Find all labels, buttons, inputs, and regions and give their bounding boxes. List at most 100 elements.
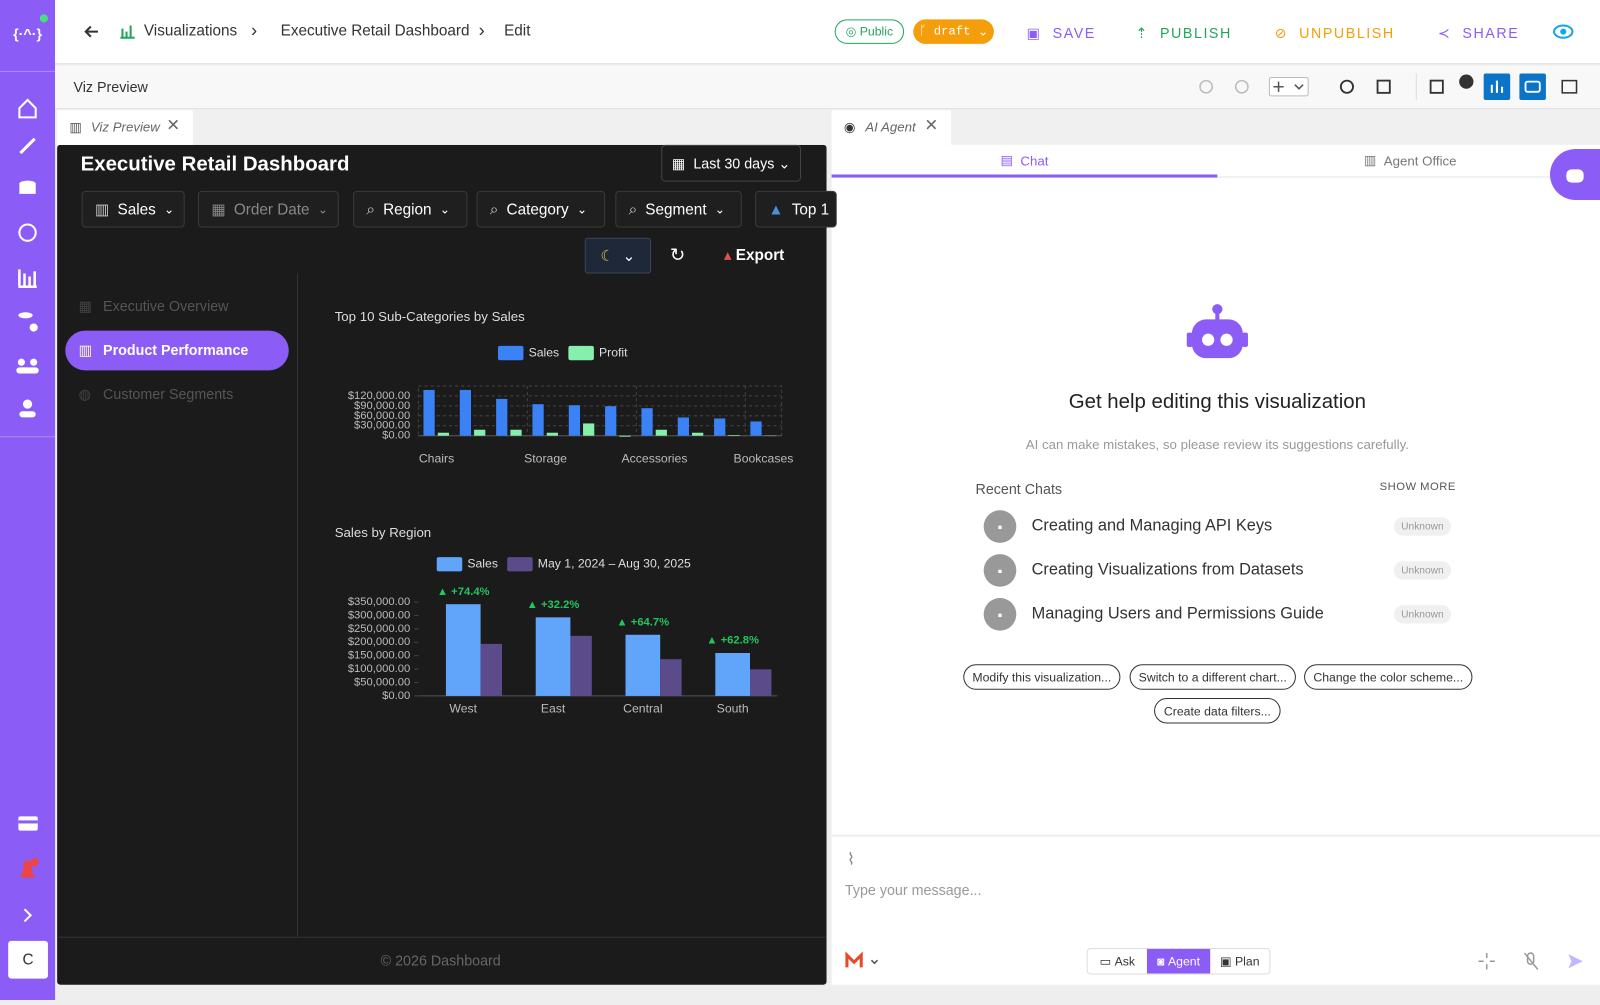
dashboard-footer: © 2026 Dashboard: [381, 953, 501, 967]
archive[interactable]: [1562, 81, 1576, 93]
suggestion-chip[interactable]: Switch to a different chart...: [1130, 664, 1296, 690]
attach-button[interactable]: ⌇: [847, 852, 855, 868]
breadcrumb-link[interactable]: Executive Retail Dashboard: [281, 23, 470, 38]
chart-icon[interactable]: [18, 269, 36, 286]
filter-button[interactable]: ▦Order Date⌄: [198, 191, 339, 228]
filter-label: Region: [383, 201, 432, 218]
model-icon: [847, 955, 861, 967]
chat-title[interactable]: Managing Users and Permissions Guide: [1032, 606, 1324, 622]
public-badge[interactable]: ◎ Public: [835, 19, 904, 43]
share-button[interactable]: ≺ SHARE: [1433, 20, 1525, 44]
agent-mode[interactable]: ◙ Agent: [1147, 949, 1210, 973]
unpublish-button[interactable]: ⊘ UNPUBLISH: [1271, 20, 1398, 44]
agent-view[interactable]: [1519, 73, 1546, 100]
save-button[interactable]: ▣ SAVE: [1020, 20, 1102, 44]
ask-mode[interactable]: ▭ Ask: [1088, 949, 1147, 973]
filter-button[interactable]: ⌕Region⌄: [353, 191, 467, 228]
users-icon-b: [30, 359, 37, 366]
back-button[interactable]: [86, 27, 98, 37]
agent-fab[interactable]: [1550, 149, 1600, 200]
chevron: ⌄: [577, 202, 587, 216]
recent-chats-title: Recent Chats: [976, 482, 1063, 496]
expand-icon[interactable]: [24, 909, 30, 921]
page-icon: ▥: [79, 343, 93, 357]
app-sidebar: {·^·} C: [0, 0, 55, 1000]
toolbar-icons: [1194, 71, 1592, 104]
theme-toggle[interactable]: ☾ ⌄: [585, 238, 651, 274]
date-range-button[interactable]: ▦ Last 30 days ⌄: [661, 145, 801, 182]
chevron: ⌄: [164, 202, 174, 216]
home-icon[interactable]: [19, 100, 35, 117]
tools-button[interactable]: [1479, 953, 1495, 969]
button-label: SHARE: [1462, 24, 1519, 40]
send-button[interactable]: [1568, 954, 1582, 968]
chat-title[interactable]: Creating and Managing API Keys: [1032, 518, 1273, 534]
refresh[interactable]: [1341, 81, 1353, 93]
page-link[interactable]: Customer Segments: [103, 387, 233, 401]
open-external[interactable]: [1378, 81, 1390, 93]
model-picker[interactable]: [845, 951, 882, 971]
filter-button[interactable]: ▲Top 1: [755, 191, 837, 228]
suggestion-chip[interactable]: Create data filters...: [1154, 698, 1281, 724]
tab-icon: ◉: [844, 120, 856, 133]
button-label: UNPUBLISH: [1299, 24, 1395, 40]
export-button[interactable]: ▴ Export: [714, 243, 794, 267]
sidebar-icons: {·^·}: [0, 0, 55, 1000]
undo[interactable]: [1200, 81, 1212, 93]
status-dot: [40, 14, 48, 22]
database-icon-body: [19, 184, 35, 194]
ear: [1187, 333, 1193, 347]
page-link[interactable]: Product Performance: [103, 343, 248, 357]
chat-icon: ▪: [984, 598, 1017, 631]
preview-button[interactable]: [1551, 22, 1575, 40]
filter-button[interactable]: ▥Sales⌄: [82, 191, 185, 228]
nav-icons: [82, 20, 143, 42]
ear: [1242, 333, 1248, 347]
office-subtab[interactable]: ▥ Agent Office: [1217, 149, 1600, 171]
filter-button[interactable]: ⌕Segment⌄: [615, 191, 742, 228]
fab-robot: [1566, 169, 1583, 182]
filter-icon: ▦: [211, 200, 225, 218]
antenna-stem: [1215, 312, 1219, 320]
agent-disclaimer: AI can make mistakes, so please review i…: [918, 435, 1516, 453]
navigate[interactable]: [1459, 74, 1473, 88]
refresh-button[interactable]: ↻: [665, 243, 689, 267]
chat-subtab[interactable]: ▤ Chat: [832, 149, 1218, 171]
plugin-icon[interactable]: [20, 139, 34, 153]
breadcrumb-current: Edit: [504, 23, 530, 38]
branch-badge[interactable]: ᚴ draft ⌄: [913, 19, 994, 43]
filter-icon: ▲: [768, 201, 783, 218]
tab-icon: ▥: [69, 120, 82, 133]
tab-label: AI Agent: [865, 120, 915, 133]
chat-icon: ▪: [984, 510, 1017, 543]
filter-icon: ⌕: [629, 201, 638, 218]
filter-button[interactable]: ⌕Category⌄: [477, 191, 606, 228]
close-tab[interactable]: ✕: [166, 118, 180, 134]
toolbar-title: Viz Preview: [73, 80, 147, 94]
publish-button[interactable]: ⇡ PUBLISH: [1133, 20, 1235, 44]
badge-text: Public: [860, 24, 893, 38]
layout[interactable]: [1431, 81, 1443, 93]
data-settings-icon[interactable]: [18, 312, 32, 318]
users-icon[interactable]: [18, 359, 25, 366]
mode-label: Agent: [1168, 954, 1200, 968]
suggestion-chip[interactable]: Change the color scheme...: [1304, 664, 1472, 690]
show-more[interactable]: SHOW MORE: [1380, 482, 1456, 493]
agent-heading: Get help editing this visualization: [918, 390, 1516, 414]
button-label: PUBLISH: [1160, 24, 1232, 40]
user-icon[interactable]: [23, 399, 32, 408]
breadcrumb-link[interactable]: Visualizations: [144, 23, 237, 38]
help-icon[interactable]: [19, 224, 35, 240]
billing-stripe: [18, 820, 37, 823]
export-icon: ▴: [724, 246, 732, 264]
close-tab[interactable]: ✕: [924, 118, 938, 134]
redo[interactable]: [1236, 81, 1248, 93]
plan-mode[interactable]: ▣ Plan: [1210, 949, 1269, 973]
avatar[interactable]: C: [8, 941, 48, 979]
message-input[interactable]: Type your message...: [845, 883, 982, 897]
page-link[interactable]: Executive Overview: [103, 299, 228, 313]
chat-title[interactable]: Creating Visualizations from Datasets: [1032, 562, 1304, 578]
breadcrumb-separator: ›: [479, 21, 485, 39]
notification-dot: [31, 858, 39, 866]
suggestion-chip[interactable]: Modify this visualization...: [963, 664, 1120, 690]
